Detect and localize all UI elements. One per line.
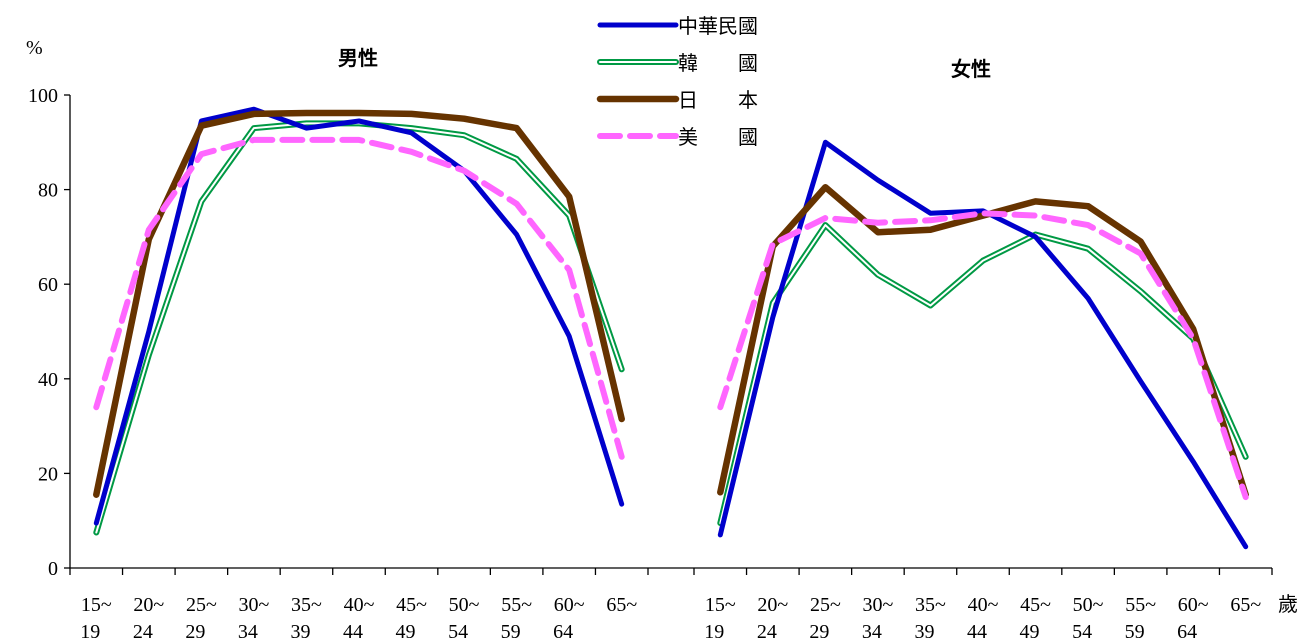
x-tick-label: 30~	[238, 594, 269, 616]
x-tick-label-line2: 54	[1072, 621, 1092, 641]
x-tick-label: 60~	[1178, 594, 1209, 616]
x-tick-label: 65~	[606, 594, 637, 616]
series-line-taiwan-panel-2	[717, 139, 1249, 550]
x-tick-label-line2: 44	[967, 621, 987, 641]
x-tick-label-line2: 24	[133, 621, 153, 641]
series-line-usa-panel-2	[717, 210, 1249, 501]
x-tick-label: 40~	[968, 594, 999, 616]
x-tick-label-line2: 39	[290, 621, 310, 641]
x-tick-label: 50~	[1073, 594, 1104, 616]
x-tick-label-line2: 54	[448, 621, 468, 641]
y-tick-label: 100	[28, 85, 58, 107]
x-tick-label-line2: 64	[553, 621, 573, 641]
x-tick-label: 30~	[862, 594, 893, 616]
x-tick-label: 25~	[186, 594, 217, 616]
y-tick-label: 60	[38, 274, 58, 296]
x-tick-label: 45~	[1020, 594, 1051, 616]
x-tick-label: 20~	[757, 594, 788, 616]
x-tick-label: 50~	[449, 594, 480, 616]
x-tick-label-line2: 34	[862, 621, 882, 641]
x-tick-label: 15~	[705, 594, 736, 616]
x-tick-label-line2: 49	[396, 621, 416, 641]
x-tick-label: 55~	[501, 594, 532, 616]
x-tick-label: 35~	[915, 594, 946, 616]
series-line-taiwan-panel-1	[93, 106, 625, 526]
x-tick-label: 60~	[554, 594, 585, 616]
y-tick-label: 20	[38, 463, 58, 485]
y-tick-label: 80	[38, 180, 58, 202]
legend-label-taiwan: 中華民國	[678, 14, 758, 38]
x-tick-label-line2: 49	[1020, 621, 1040, 641]
x-tick-label-line2: 19	[80, 621, 100, 641]
x-tick-label: 45~	[396, 594, 427, 616]
x-tick-label: 15~	[81, 594, 112, 616]
series-line-korea-panel-2-inner	[719, 224, 1247, 525]
series-line-korea-panel-2	[717, 222, 1249, 527]
x-tick-label: 25~	[810, 594, 841, 616]
x-tick-label-line2: 59	[1125, 621, 1145, 641]
x-tick-label: 20~	[133, 594, 164, 616]
series-line-usa-panel-1	[93, 136, 625, 460]
panel-title-male: 男性	[338, 46, 378, 70]
series-lines	[93, 106, 1249, 550]
x-tick-label-line2: 64	[1177, 621, 1197, 641]
panel-title-female: 女性	[951, 57, 991, 81]
y-unit-label: %	[26, 37, 43, 59]
legend-label-usa: 美 國	[678, 125, 758, 149]
x-tick-label-line2: 44	[343, 621, 363, 641]
x-tick-label-line2: 29	[809, 621, 829, 641]
x-tick-label-line2: 29	[185, 621, 205, 641]
y-tick-label: 40	[38, 369, 58, 391]
x-tick-label-line2: 59	[501, 621, 521, 641]
series-line-japan-panel-1	[93, 109, 625, 498]
legend-label-japan: 日 本	[678, 88, 758, 112]
legend-label-korea: 韓 國	[678, 51, 758, 75]
x-tick-label: 35~	[291, 594, 322, 616]
x-tick-label-line2: 19	[704, 621, 724, 641]
x-tick-label: 55~	[1125, 594, 1156, 616]
x-tick-label-line2: 39	[914, 621, 934, 641]
y-tick-label: 0	[48, 558, 58, 580]
x-unit-label: 歲	[1278, 592, 1298, 616]
x-tick-label-line2: 34	[238, 621, 258, 641]
x-tick-label: 65~	[1230, 594, 1261, 616]
x-tick-label-line2: 24	[757, 621, 777, 641]
axis-ticks: 0 20 40 60 80 100 15~ 19 20~ 24 25~ 29 30~ 34 35~ 39 40~…	[28, 85, 1273, 641]
x-tick-label: 40~	[344, 594, 375, 616]
